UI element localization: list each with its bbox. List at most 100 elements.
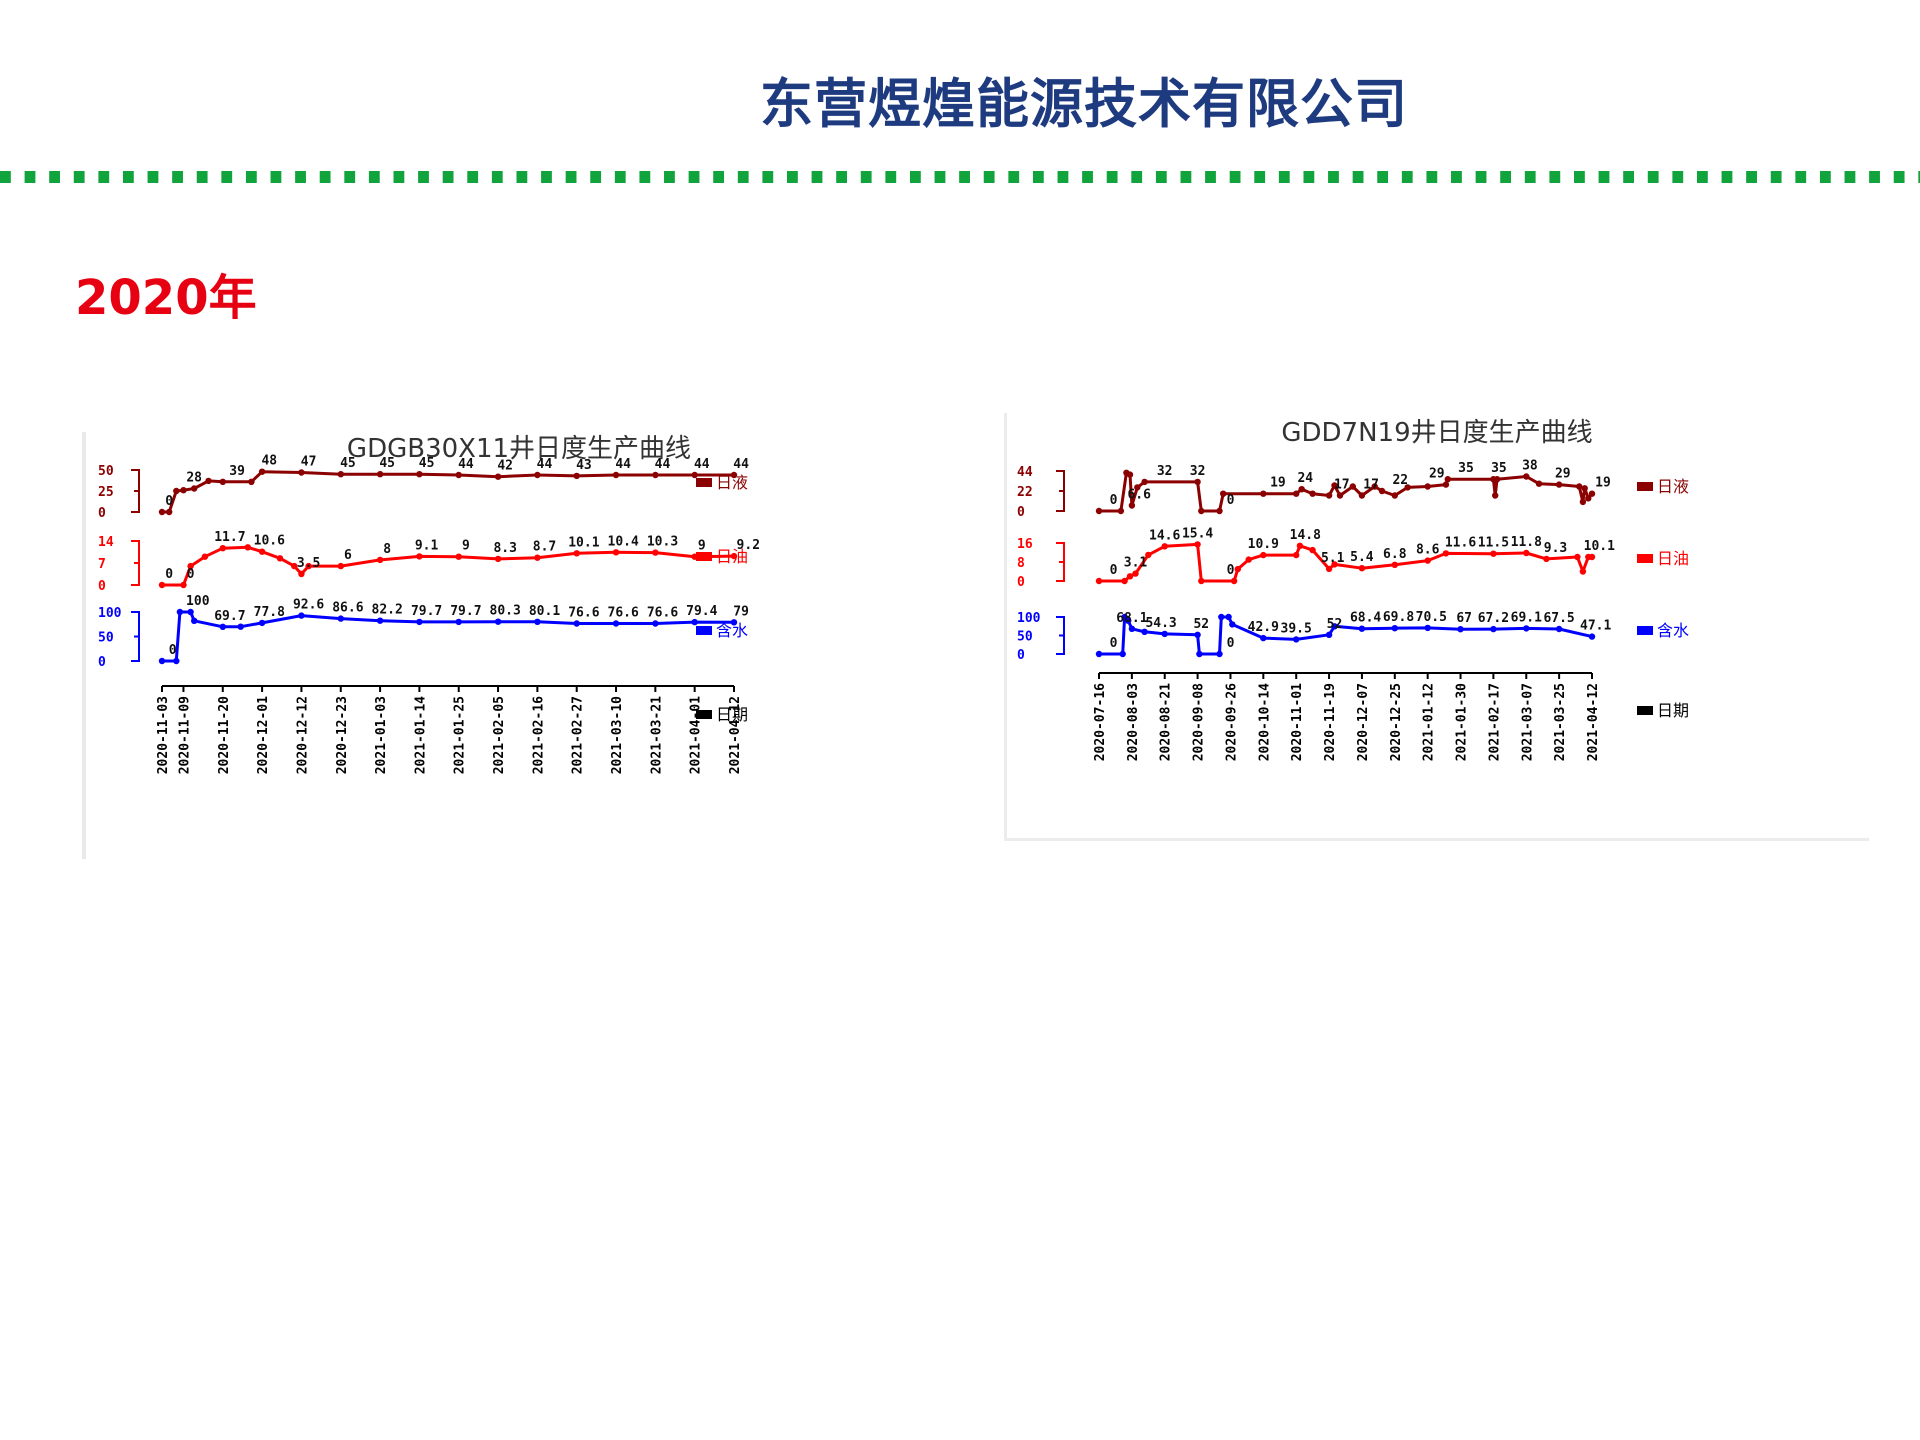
data-label: 24 — [1297, 471, 1313, 486]
data-point — [1325, 492, 1333, 499]
data-point — [219, 623, 226, 630]
x-tick-label: 2021-01-25 — [453, 696, 468, 774]
y-tick-label: 0 — [1017, 505, 1025, 520]
data-label: 67.2 — [1478, 611, 1509, 626]
series-axis — [131, 469, 140, 513]
data-point — [1260, 634, 1267, 642]
x-tick-label: 2020-12-23 — [335, 696, 350, 774]
data-point — [1225, 613, 1232, 621]
y-tick-label: 0 — [1017, 575, 1025, 590]
data-label: 45 — [379, 456, 395, 471]
data-point — [1444, 476, 1451, 483]
series-axis — [1056, 542, 1065, 582]
data-point — [1574, 553, 1581, 561]
dotted-divider — [0, 171, 1920, 183]
data-label: 38 — [1522, 459, 1538, 474]
data-label: 39 — [229, 464, 245, 479]
data-label: 0 — [1227, 493, 1235, 508]
data-point — [1442, 481, 1450, 488]
chart-gdd7n19-svg: GDD7N19井日度生产曲线 44 22 0 0 6.6 32 32 0 19 24 17 17 22 29… — [1017, 418, 1689, 761]
data-label: 68.4 — [1350, 611, 1381, 626]
data-point — [205, 477, 212, 485]
data-label: 48 — [261, 454, 277, 469]
data-label: 69.1 — [1511, 610, 1542, 625]
legend-swatch — [696, 710, 712, 719]
data-label: 5.1 — [1321, 551, 1345, 566]
data-label: 0 — [165, 494, 173, 509]
data-point — [1391, 561, 1398, 568]
data-point — [494, 555, 502, 563]
data-point — [176, 608, 184, 616]
data-point — [1125, 617, 1132, 624]
series-line — [162, 545, 735, 587]
data-point — [1194, 478, 1201, 486]
x-tick-label: 2021-02-27 — [571, 696, 586, 774]
data-label: 100 — [186, 594, 210, 609]
data-point — [1309, 490, 1316, 497]
data-point — [337, 615, 344, 622]
data-point — [1588, 553, 1596, 561]
data-label: 44 — [655, 457, 671, 472]
data-label: 10.1 — [568, 535, 599, 550]
data-point — [1325, 565, 1333, 573]
data-label: 6.6 — [1127, 488, 1151, 503]
x-tick-label: 2020-11-01 — [1290, 683, 1305, 761]
y-tick-label: 50 — [1017, 630, 1033, 645]
x-tick-label: 2020-09-26 — [1225, 683, 1240, 761]
y-tick-label: 22 — [1017, 485, 1033, 500]
data-label: 54.3 — [1145, 616, 1176, 631]
data-point — [1579, 498, 1587, 506]
chart-gdgb30x11: GDGB30X11井日度生产曲线 50 25 0 0 28 39 48 47 45 45 45 44 42… — [82, 432, 959, 859]
data-label: 3.5 — [297, 556, 320, 571]
data-point — [1490, 625, 1497, 633]
data-label: 77.8 — [254, 605, 285, 620]
data-point — [1198, 507, 1205, 515]
data-point — [1126, 573, 1134, 580]
data-point — [158, 508, 166, 516]
data-label: 29 — [1555, 467, 1571, 482]
data-label: 0 — [1110, 636, 1118, 651]
x-tick-label: 2020-11-19 — [1323, 683, 1338, 761]
data-point — [180, 581, 187, 589]
data-label: 5.4 — [1350, 550, 1374, 565]
data-point — [1490, 550, 1497, 557]
data-point — [1095, 577, 1103, 585]
data-label: 14.6 — [1149, 528, 1180, 543]
data-point — [298, 570, 305, 578]
y-tick-label: 100 — [98, 606, 122, 621]
data-point — [1492, 492, 1499, 499]
data-point — [1220, 490, 1227, 497]
data-point — [166, 508, 173, 516]
data-point — [1457, 626, 1464, 633]
data-label: 32 — [1157, 464, 1173, 479]
data-point — [1309, 546, 1316, 554]
data-label: 11.5 — [1478, 536, 1509, 551]
data-point — [1293, 551, 1300, 559]
data-point — [258, 468, 266, 475]
data-point — [1325, 631, 1333, 638]
data-point — [1349, 483, 1356, 490]
series-line — [1099, 542, 1592, 583]
data-point — [201, 553, 209, 560]
data-point — [1535, 480, 1543, 487]
y-tick-label: 0 — [98, 506, 106, 521]
data-label: 35 — [1458, 461, 1474, 476]
data-label: 76.6 — [608, 606, 639, 621]
x-tick-label: 2020-12-12 — [295, 696, 310, 774]
x-tick-label: 2021-01-30 — [1455, 683, 1470, 761]
data-point — [291, 562, 298, 570]
data-point — [1145, 551, 1152, 559]
data-point — [1424, 483, 1431, 490]
data-point — [1196, 650, 1203, 658]
data-label: 0 — [187, 567, 195, 582]
y-tick-label: 14 — [98, 535, 114, 550]
series-axis — [131, 611, 140, 662]
data-point — [1579, 568, 1587, 575]
data-point — [187, 608, 194, 616]
data-label: 44 — [733, 457, 749, 472]
data-point — [1391, 492, 1398, 499]
data-point — [1358, 492, 1366, 499]
data-label: 69.7 — [214, 609, 245, 624]
data-label: 45 — [419, 456, 435, 471]
x-tick-label: 2020-12-25 — [1389, 683, 1404, 761]
